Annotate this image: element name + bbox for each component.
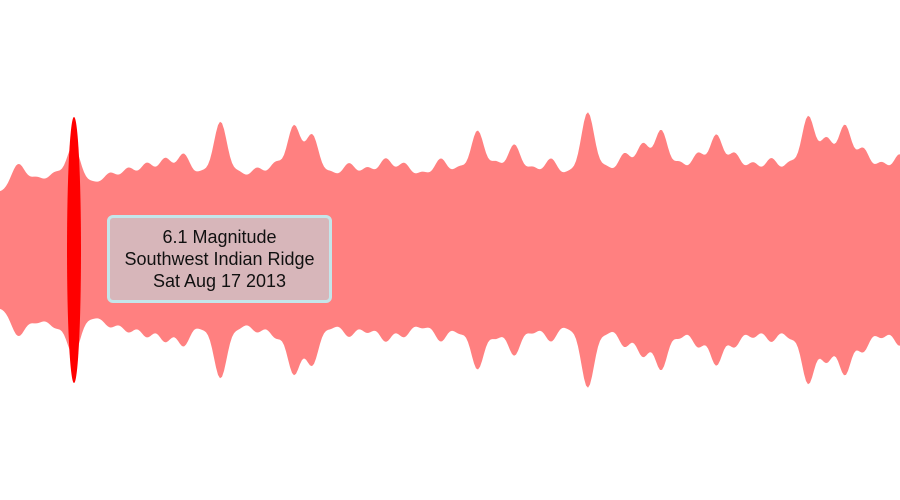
tooltip-magnitude: 6.1 Magnitude bbox=[162, 227, 277, 247]
highlighted-event[interactable] bbox=[67, 117, 81, 383]
wave-layer bbox=[0, 112, 900, 388]
highlight-layer bbox=[67, 117, 81, 383]
tooltip-location: Southwest Indian Ridge bbox=[124, 249, 315, 269]
wave-area bbox=[0, 112, 900, 388]
tooltip-date: Sat Aug 17 2013 bbox=[152, 271, 287, 291]
event-tooltip: 6.1 Magnitude Southwest Indian Ridge Sat… bbox=[107, 215, 332, 303]
